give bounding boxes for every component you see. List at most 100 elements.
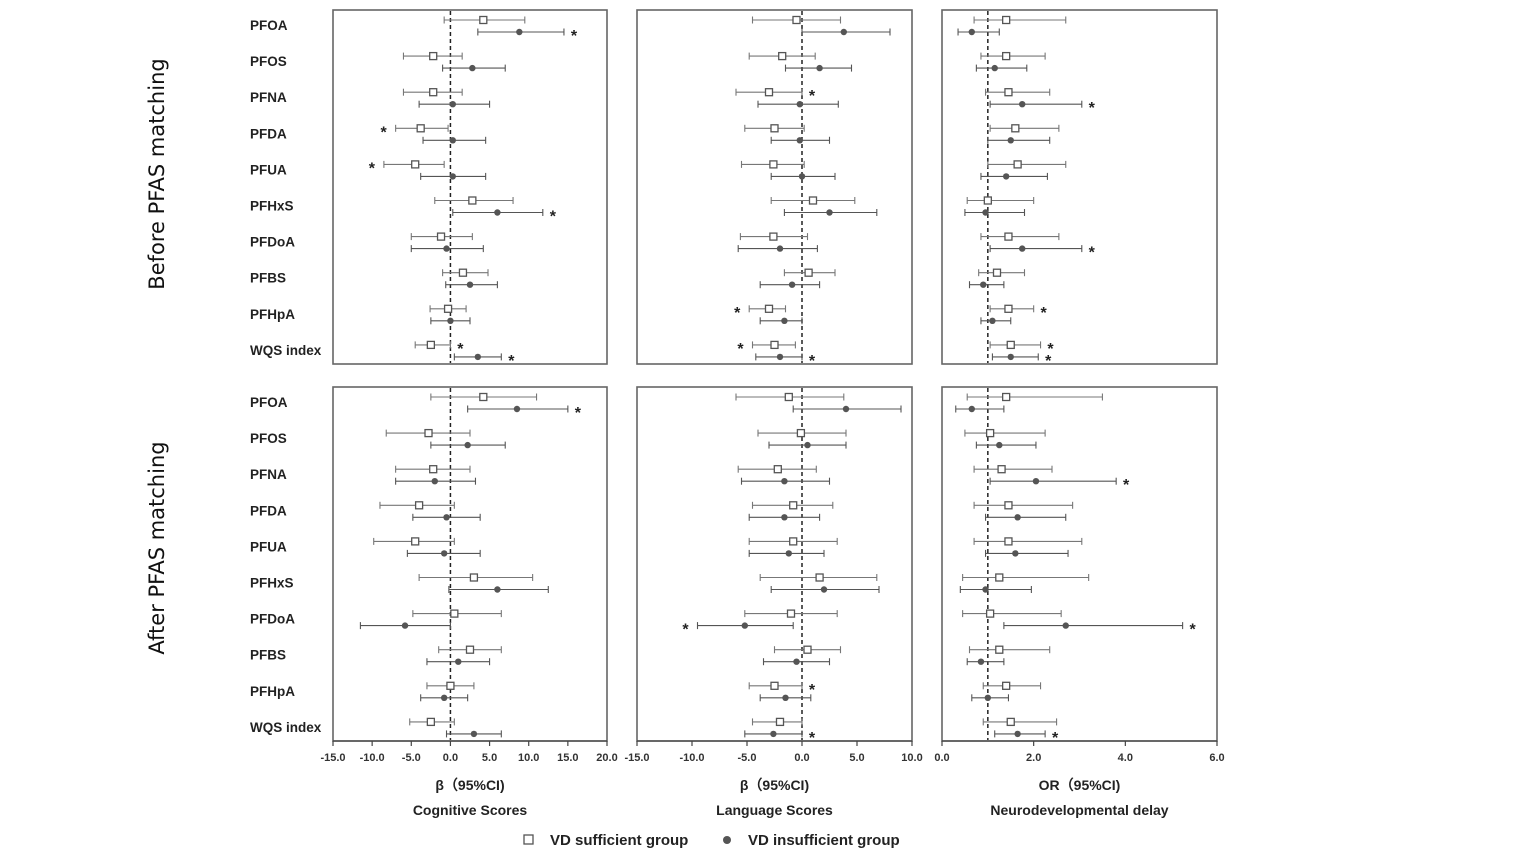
significance-star: * bbox=[734, 305, 741, 322]
estimate-square bbox=[479, 15, 488, 25]
estimate-square bbox=[1004, 304, 1013, 313]
estimate-dot bbox=[989, 317, 996, 324]
estimate-square bbox=[429, 465, 438, 474]
estimate-dot bbox=[443, 514, 450, 521]
estimate-dot bbox=[776, 353, 784, 361]
x-tick-label: 20.0 bbox=[596, 752, 617, 764]
panel-frame bbox=[332, 9, 608, 365]
significance-star: * bbox=[571, 28, 578, 45]
estimate-square bbox=[789, 501, 798, 510]
significance-star: * bbox=[809, 730, 816, 747]
estimate-square bbox=[465, 645, 475, 654]
significance-star: * bbox=[369, 160, 376, 177]
estimate-dot bbox=[494, 586, 501, 593]
estimate-dot bbox=[781, 317, 788, 324]
estimate-dot bbox=[449, 173, 456, 180]
estimate-square bbox=[1004, 232, 1013, 241]
significance-star: * bbox=[1089, 245, 1096, 262]
estimate-dot bbox=[1062, 622, 1069, 629]
estimate-dot bbox=[494, 209, 501, 216]
category-label: PFUA bbox=[250, 539, 287, 554]
estimate-square bbox=[1002, 51, 1011, 61]
x-tick-label: 2.0 bbox=[1026, 752, 1041, 764]
estimate-square bbox=[786, 609, 796, 618]
estimate-dot bbox=[1007, 137, 1014, 144]
estimate-dot bbox=[474, 353, 482, 361]
estimate-dot bbox=[793, 658, 800, 665]
estimate-dot bbox=[804, 441, 811, 449]
category-label: PFDA bbox=[250, 503, 287, 518]
panel-title: Neurodevelopmental delay bbox=[990, 802, 1168, 818]
category-label: PFBS bbox=[250, 271, 286, 286]
x-tick-label: -10.0 bbox=[360, 752, 385, 764]
significance-star: * bbox=[550, 209, 557, 226]
estimate-dot bbox=[1012, 550, 1019, 557]
estimate-dot bbox=[516, 28, 523, 36]
estimate-dot bbox=[431, 478, 438, 485]
x-tick-label: 5.0 bbox=[482, 752, 497, 764]
estimate-square bbox=[458, 268, 468, 277]
significance-star: * bbox=[457, 341, 464, 358]
estimate-dot bbox=[840, 28, 847, 36]
estimate-square bbox=[426, 717, 436, 727]
estimate-square bbox=[995, 573, 1004, 582]
category-label: PFDoA bbox=[250, 612, 295, 627]
x-tick-label: 10.0 bbox=[901, 752, 922, 764]
x-tick-label: -15.0 bbox=[320, 752, 345, 764]
estimate-dot bbox=[455, 658, 462, 665]
estimate-dot bbox=[1014, 730, 1021, 738]
estimate-dot bbox=[440, 694, 448, 701]
estimate-dot bbox=[816, 64, 823, 72]
significance-star: * bbox=[381, 124, 388, 141]
estimate-square bbox=[424, 428, 433, 438]
significance-star: * bbox=[1089, 100, 1096, 117]
estimate-dot bbox=[770, 730, 777, 738]
x-axis-label: OR（95%CI) bbox=[1039, 777, 1121, 793]
estimate-square bbox=[429, 88, 438, 97]
x-tick-label: 6.0 bbox=[1209, 752, 1224, 764]
category-label: PFHpA bbox=[250, 307, 295, 322]
category-label: PFOA bbox=[250, 18, 288, 33]
estimate-square bbox=[1006, 340, 1015, 350]
significance-star: * bbox=[1123, 477, 1130, 494]
row-title-before: Before PFAS matching bbox=[145, 58, 169, 289]
estimate-square bbox=[773, 465, 782, 474]
legend-sufficient-label: VD sufficient group bbox=[550, 832, 688, 849]
estimate-square bbox=[468, 196, 477, 205]
panel-frame bbox=[332, 386, 608, 742]
legend: VD sufficient group VD insufficient grou… bbox=[523, 832, 900, 849]
estimate-square bbox=[983, 196, 992, 205]
estimate-dot bbox=[1019, 101, 1026, 108]
significance-star: * bbox=[809, 353, 816, 370]
panel-title: Cognitive Scores bbox=[413, 802, 528, 818]
x-tick-label: -5.0 bbox=[738, 752, 757, 764]
estimate-square bbox=[436, 232, 446, 241]
x-tick-label: 5.0 bbox=[849, 752, 864, 764]
estimate-dot bbox=[464, 441, 471, 449]
estimate-square bbox=[450, 609, 459, 618]
x-tick-label: 15.0 bbox=[557, 752, 578, 764]
estimate-square bbox=[796, 428, 806, 438]
estimate-square bbox=[1004, 501, 1013, 510]
estimate-dot bbox=[401, 622, 409, 629]
estimate-square bbox=[429, 51, 438, 61]
estimate-dot bbox=[796, 101, 803, 108]
estimate-dot bbox=[781, 478, 788, 485]
estimate-dot bbox=[968, 28, 975, 36]
estimate-square bbox=[411, 160, 420, 169]
estimate-square bbox=[815, 573, 824, 582]
estimate-dot bbox=[982, 209, 989, 216]
category-label: PFDoA bbox=[250, 235, 295, 250]
estimate-square bbox=[416, 124, 425, 133]
estimate-dot bbox=[980, 281, 987, 288]
estimate-dot bbox=[469, 64, 476, 72]
estimate-square bbox=[1002, 681, 1011, 690]
category-label: PFBS bbox=[250, 648, 286, 663]
estimate-dot bbox=[782, 694, 789, 701]
significance-star: * bbox=[1190, 622, 1197, 639]
estimate-dot bbox=[1014, 514, 1021, 521]
x-tick-label: -10.0 bbox=[679, 752, 704, 764]
estimate-square bbox=[985, 428, 995, 438]
estimate-square bbox=[1002, 392, 1011, 402]
